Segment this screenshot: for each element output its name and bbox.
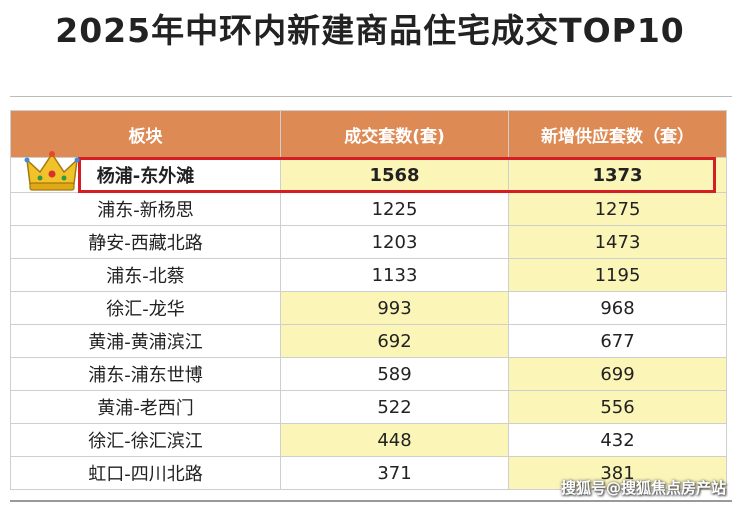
table-row: 静安-西藏北路 1203 1473 <box>10 225 727 259</box>
header-supply: 新增供应套数（套） <box>508 110 727 158</box>
cell-deals: 448 <box>280 423 509 457</box>
cell-supply: 677 <box>508 324 727 358</box>
cell-supply: 699 <box>508 357 727 391</box>
header-deals: 成交套数(套) <box>280 110 509 158</box>
cell-deals: 1203 <box>280 225 509 259</box>
cell-area: 浦东-北蔡 <box>10 258 281 292</box>
cell-supply: 1473 <box>508 225 727 259</box>
divider <box>10 96 732 97</box>
cell-deals: 993 <box>280 291 509 325</box>
cell-supply: 432 <box>508 423 727 457</box>
cell-deals: 522 <box>280 390 509 424</box>
bottom-rule <box>10 500 732 502</box>
table-row: 黄浦-老西门 522 556 <box>10 390 727 424</box>
cell-area: 虹口-四川北路 <box>10 456 281 490</box>
crown-icon <box>24 151 80 191</box>
table-row: 虹口-四川北路 371 381 <box>10 456 727 490</box>
cell-deals: 371 <box>280 456 509 490</box>
cell-supply: 1275 <box>508 192 727 226</box>
table-row: 浦东-北蔡 1133 1195 <box>10 258 727 292</box>
cell-deals: 1133 <box>280 258 509 292</box>
cell-deals: 692 <box>280 324 509 358</box>
table-row: 徐汇-龙华 993 968 <box>10 291 727 325</box>
table-row: 徐汇-徐汇滨江 448 432 <box>10 423 727 457</box>
cell-area: 黄浦-黄浦滨江 <box>10 324 281 358</box>
ranking-table: 板块 成交套数(套) 新增供应套数（套） 杨浦-东外滩 1568 1373 浦东… <box>10 110 727 490</box>
cell-supply: 968 <box>508 291 727 325</box>
cell-area: 静安-西藏北路 <box>10 225 281 259</box>
watermark: 搜狐号@搜狐焦点房产站 <box>560 479 726 497</box>
cell-area: 徐汇-徐汇滨江 <box>10 423 281 457</box>
cell-supply: 381 <box>508 456 727 490</box>
table-row: 浦东-浦东世博 589 699 <box>10 357 727 391</box>
cell-deals: 1225 <box>280 192 509 226</box>
header-area: 板块 <box>10 110 281 158</box>
table-row: 黄浦-黄浦滨江 692 677 <box>10 324 727 358</box>
cell-deals: 589 <box>280 357 509 391</box>
cell-supply: 1195 <box>508 258 727 292</box>
cell-supply: 1373 <box>508 157 727 193</box>
cell-area: 浦东-浦东世博 <box>10 357 281 391</box>
page-title: 2025年中环内新建商品住宅成交TOP10 <box>55 11 685 50</box>
table-row: 杨浦-东外滩 1568 1373 <box>10 157 727 193</box>
cell-supply: 556 <box>508 390 727 424</box>
table-row: 浦东-新杨思 1225 1275 <box>10 192 727 226</box>
cell-area: 浦东-新杨思 <box>10 192 281 226</box>
cell-deals: 1568 <box>280 157 509 193</box>
table-header-row: 板块 成交套数(套) 新增供应套数（套） <box>10 110 727 158</box>
cell-area: 黄浦-老西门 <box>10 390 281 424</box>
cell-area: 徐汇-龙华 <box>10 291 281 325</box>
